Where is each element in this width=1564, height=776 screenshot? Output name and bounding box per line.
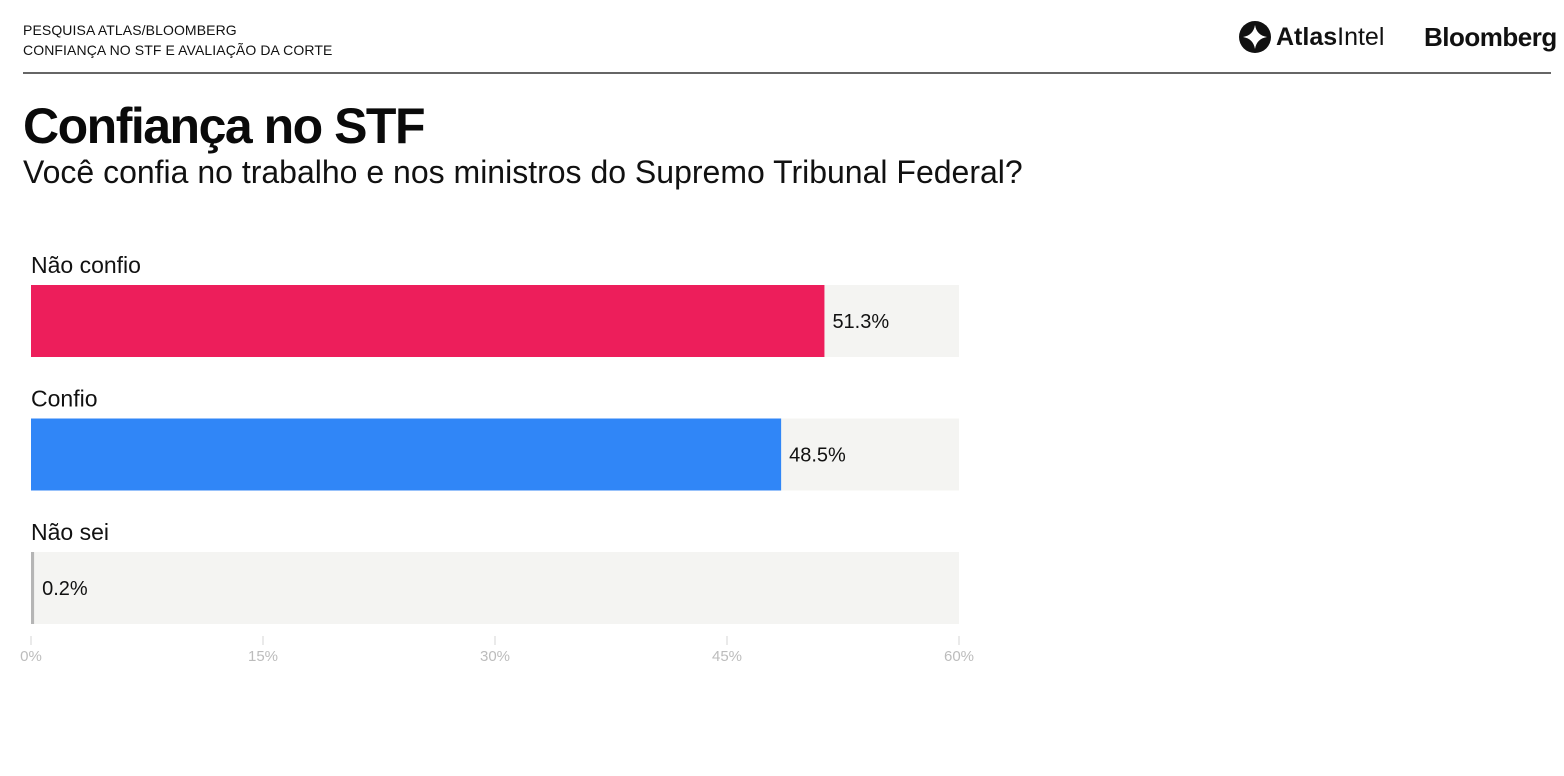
chart-subtitle: Você confia no trabalho e nos ministros … bbox=[23, 154, 1023, 190]
bar-track bbox=[31, 552, 959, 624]
header-kicker: PESQUISA ATLAS/BLOOMBERG CONFIANÇA NO ST… bbox=[23, 20, 332, 60]
bar bbox=[31, 418, 782, 491]
x-tick-label: 60% bbox=[944, 648, 974, 665]
intel-wordmark-light: Intel bbox=[1337, 23, 1385, 51]
chart-title: Confiança no STF bbox=[23, 98, 426, 154]
atlasintel-logo-icon bbox=[1239, 21, 1271, 53]
category-label: Não sei bbox=[31, 519, 109, 545]
bloomberg-logo: Bloomberg bbox=[1424, 22, 1557, 52]
category-label: Não confio bbox=[31, 252, 141, 278]
atlasintel-logo: AtlasIntel bbox=[1238, 18, 1384, 56]
value-label: 48.5% bbox=[789, 445, 846, 467]
x-tick-label: 45% bbox=[712, 648, 742, 665]
header-divider bbox=[23, 72, 1551, 74]
x-tick-label: 0% bbox=[20, 648, 42, 665]
x-tick-label: 30% bbox=[480, 648, 510, 665]
atlas-wordmark-bold: Atlas bbox=[1276, 23, 1338, 51]
bar bbox=[31, 552, 35, 624]
value-label: 51.3% bbox=[832, 311, 889, 333]
bar bbox=[31, 285, 825, 357]
value-label: 0.2% bbox=[42, 578, 88, 600]
kicker-line-2: CONFIANÇA NO STF E AVALIAÇÃO DA CORTE bbox=[23, 42, 333, 58]
category-label: Confio bbox=[31, 386, 97, 412]
x-tick-label: 15% bbox=[248, 648, 278, 665]
kicker-line-1: PESQUISA ATLAS/BLOOMBERG bbox=[23, 22, 237, 38]
atlasintel-wordmark: AtlasIntel bbox=[1276, 18, 1384, 56]
